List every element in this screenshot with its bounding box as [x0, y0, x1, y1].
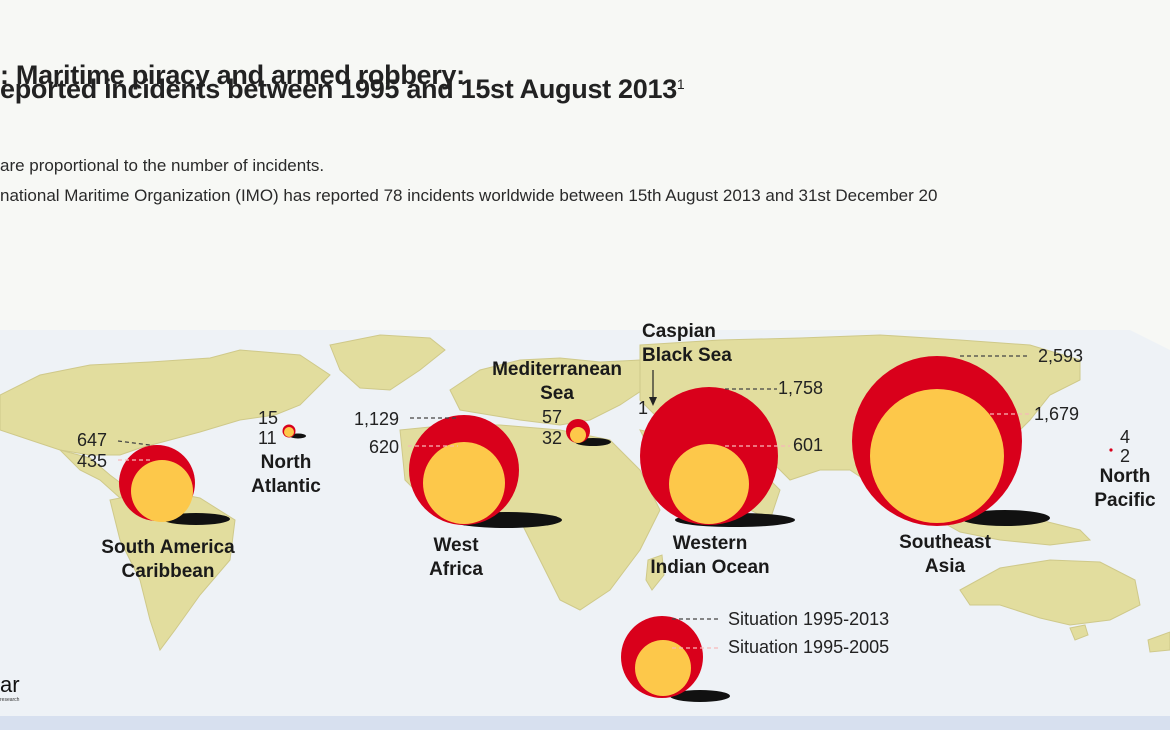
bottom-strip — [0, 716, 1170, 730]
bubble-north-pacific — [1109, 448, 1113, 452]
note-imo: national Maritime Organization (IMO) has… — [0, 186, 938, 205]
label-line2: Black Sea — [642, 345, 732, 366]
chart-title-line1: : Maritime piracy and armed robbery: — [0, 60, 465, 90]
label-line1: Caspian — [642, 321, 716, 342]
label-southeast-asia: Southeast Asia — [885, 531, 1005, 579]
label-line1: North — [1099, 466, 1151, 487]
value-sac-2005: 435 — [77, 451, 108, 471]
chart-title-line2: eported incidents between 1995 and 15st … — [0, 74, 685, 105]
legend-inner-label: Situation 1995-2005 — [728, 637, 890, 657]
value-na-2005: 11 — [258, 428, 277, 448]
caspian-pointer — [649, 370, 657, 406]
bubble-west-africa — [408, 415, 562, 528]
bubble-southeast-asia — [852, 355, 1050, 526]
value-wio-2005: 601 — [793, 435, 824, 455]
label-line2: Pacific — [1094, 490, 1156, 511]
legend-bubble — [621, 616, 730, 702]
label-western-indian-ocean: Western Indian Ocean — [640, 532, 780, 580]
label-north-pacific: North Pacific — [1090, 465, 1160, 513]
value-sac-2013: 647 — [77, 430, 108, 450]
value-sea-2005: 1,679 — [1034, 404, 1080, 424]
label-north-atlantic: North Atlantic — [250, 451, 322, 499]
label-line2: Indian Ocean — [650, 557, 770, 578]
label-line1: North — [260, 452, 312, 473]
value-med-2013: 57 — [542, 407, 563, 427]
legend-outer-label: Situation 1995-2013 — [728, 609, 890, 629]
label-line1: West — [433, 535, 479, 556]
label-line2: Caribbean — [121, 561, 215, 582]
label-west-africa: West Africa — [420, 534, 492, 582]
bubble-north-atlantic — [282, 424, 306, 439]
label-south-america-caribbean: South America Caribbean — [96, 536, 240, 584]
footnote-mark: 1 — [676, 76, 685, 92]
bubble-south-america-caribbean — [117, 440, 230, 525]
label-line1: Western — [672, 533, 748, 554]
label-line1: Mediterranean — [492, 359, 622, 380]
publisher-logo-subtext: research — [0, 697, 20, 703]
label-line2: Africa — [429, 559, 483, 580]
value-med-2005: 32 — [542, 428, 563, 448]
value-wa-2013: 1,129 — [354, 409, 400, 429]
value-wa-2005: 620 — [369, 437, 400, 457]
value-sea-2013: 2,593 — [1038, 346, 1084, 366]
label-line1: South America — [101, 537, 235, 558]
value-wio-2013: 1,758 — [778, 378, 824, 398]
note-proportional: are proportional to the number of incide… — [0, 156, 325, 175]
label-line2: Atlantic — [251, 476, 321, 497]
value-np-2005: 2 — [1120, 446, 1131, 466]
value-na-2013: 15 — [258, 408, 279, 428]
bubble-mediterranean-sea — [566, 419, 611, 446]
title-line2-text: eported incidents between 1995 and 15st … — [0, 74, 677, 104]
publisher-logo: ar — [0, 672, 20, 697]
label-line2: Sea — [540, 383, 574, 404]
label-line2: Asia — [924, 556, 966, 577]
value-np-2013: 4 — [1120, 427, 1131, 447]
value-caspian-2013: 1 — [638, 398, 649, 418]
label-mediterranean-sea: Mediterranean Sea — [482, 358, 632, 406]
bubble-western-indian-ocean — [640, 387, 795, 527]
label-caspian-black-sea: Caspian Black Sea — [642, 320, 742, 368]
label-line1: Southeast — [899, 532, 991, 553]
